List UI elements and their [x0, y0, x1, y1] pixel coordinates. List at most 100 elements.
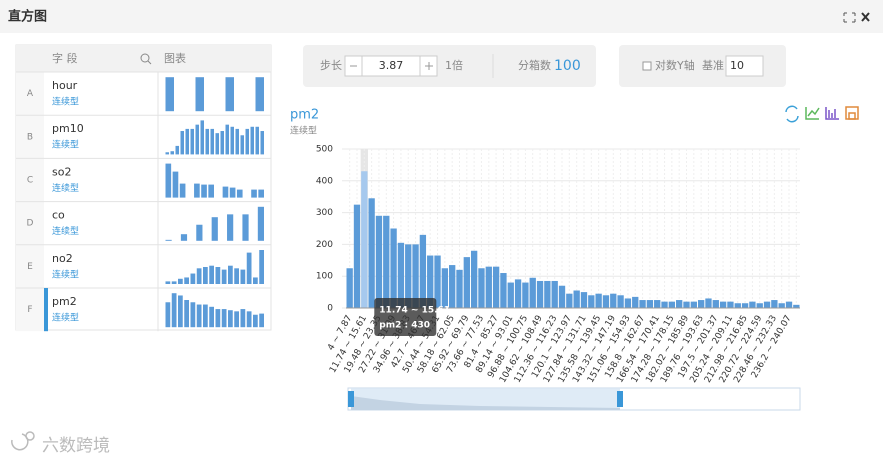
bar: [427, 255, 434, 308]
bins-value: 100: [554, 58, 581, 74]
row-letter: B: [27, 132, 33, 142]
mini-bar: [246, 252, 252, 284]
chart-subtitle: 连续型: [290, 125, 317, 137]
mini-bar: [208, 184, 214, 198]
y-tick-label: 500: [316, 145, 333, 155]
mini-bar: [240, 135, 244, 155]
col-header: 字 段: [52, 51, 78, 65]
row-letter-cell: [16, 158, 44, 202]
bar: [405, 244, 412, 308]
watermark: 六数跨境: [42, 436, 110, 456]
bar: [778, 303, 785, 308]
bar: [734, 303, 741, 308]
field-type: 连续型: [52, 96, 79, 108]
search-icon[interactable]: [140, 53, 152, 65]
bar: [588, 295, 595, 308]
mini-bar: [172, 171, 179, 198]
mini-bar: [209, 306, 214, 328]
bar-icon[interactable]: [825, 107, 839, 120]
mini-bar: [165, 77, 174, 112]
y-tick-label: 200: [316, 240, 333, 250]
bar: [683, 301, 690, 308]
bar: [771, 300, 778, 308]
bar: [690, 301, 697, 308]
bar: [434, 255, 441, 308]
mini-bar: [203, 304, 208, 328]
bar: [361, 171, 368, 308]
bar: [441, 268, 449, 308]
bar: [485, 266, 492, 308]
step-input[interactable]: [344, 55, 438, 77]
mini-bar: [184, 277, 189, 284]
mini-bar: [171, 293, 177, 328]
mini-bar: [201, 184, 207, 198]
mini-bar: [215, 133, 219, 155]
table-header: [16, 45, 271, 72]
field-type: 连续型: [52, 225, 79, 237]
mini-bar: [184, 300, 189, 328]
multiplier: 1倍: [445, 58, 463, 72]
mini-bar: [246, 311, 252, 328]
zoom-handle[interactable]: [348, 391, 354, 407]
field-name: co: [52, 209, 65, 222]
chart-title: pm2: [290, 108, 319, 123]
mini-bar: [255, 126, 259, 155]
base-input[interactable]: [725, 55, 764, 77]
field-type: 连续型: [52, 312, 79, 324]
mini-bar: [210, 128, 214, 155]
bar: [749, 301, 756, 308]
mini-bar: [257, 206, 264, 241]
plus-button[interactable]: [425, 62, 433, 70]
bar: [544, 280, 551, 308]
mini-bar: [190, 302, 196, 328]
mini-bar: [250, 126, 254, 155]
mini-bar: [236, 189, 243, 198]
field-type: 连续型: [52, 268, 79, 280]
bar: [551, 280, 558, 308]
mini-bar: [221, 309, 227, 328]
bar: [610, 293, 617, 308]
mini-bar: [165, 163, 172, 198]
line-icon[interactable]: [805, 107, 820, 120]
bar: [595, 293, 602, 308]
field-name: hour: [52, 79, 78, 92]
bar: [522, 282, 529, 308]
save-icon[interactable]: [845, 106, 859, 120]
close-icon[interactable]: [861, 12, 870, 22]
mini-bar: [165, 152, 169, 155]
y-tick-label: 400: [316, 176, 333, 186]
zoom-handle[interactable]: [617, 391, 623, 407]
base-label: 基准: [702, 59, 724, 72]
col-header: 图表: [164, 51, 186, 65]
mini-bar: [253, 277, 258, 284]
bar: [654, 300, 661, 308]
bar: [558, 285, 566, 308]
expand-icon[interactable]: [843, 12, 856, 23]
step-value: 3.87: [379, 59, 404, 72]
bar: [529, 277, 536, 308]
row-letter: A: [27, 89, 34, 99]
bar: [632, 296, 639, 308]
mini-bar: [196, 224, 203, 241]
header-title: 直方图: [8, 9, 47, 25]
mini-bar: [171, 281, 177, 284]
refresh-icon[interactable]: [785, 105, 799, 123]
mini-bar: [175, 145, 179, 155]
header-bar: [0, 0, 883, 33]
mini-bar: [185, 128, 189, 155]
bar: [639, 300, 646, 308]
bar: [397, 242, 405, 308]
mini-bar: [196, 304, 202, 328]
field-type: 连续型: [52, 139, 79, 151]
selected-marker: [44, 288, 48, 332]
bar: [676, 300, 683, 308]
bar: [668, 301, 676, 308]
field-type: 连续型: [52, 182, 79, 194]
row-letter: C: [27, 176, 33, 186]
mini-bar: [222, 186, 229, 198]
y-tick-label: 300: [316, 208, 333, 218]
tooltip: [374, 298, 437, 336]
log-checkbox[interactable]: [642, 61, 652, 71]
logo: [11, 431, 35, 451]
mini-bar: [165, 239, 172, 241]
